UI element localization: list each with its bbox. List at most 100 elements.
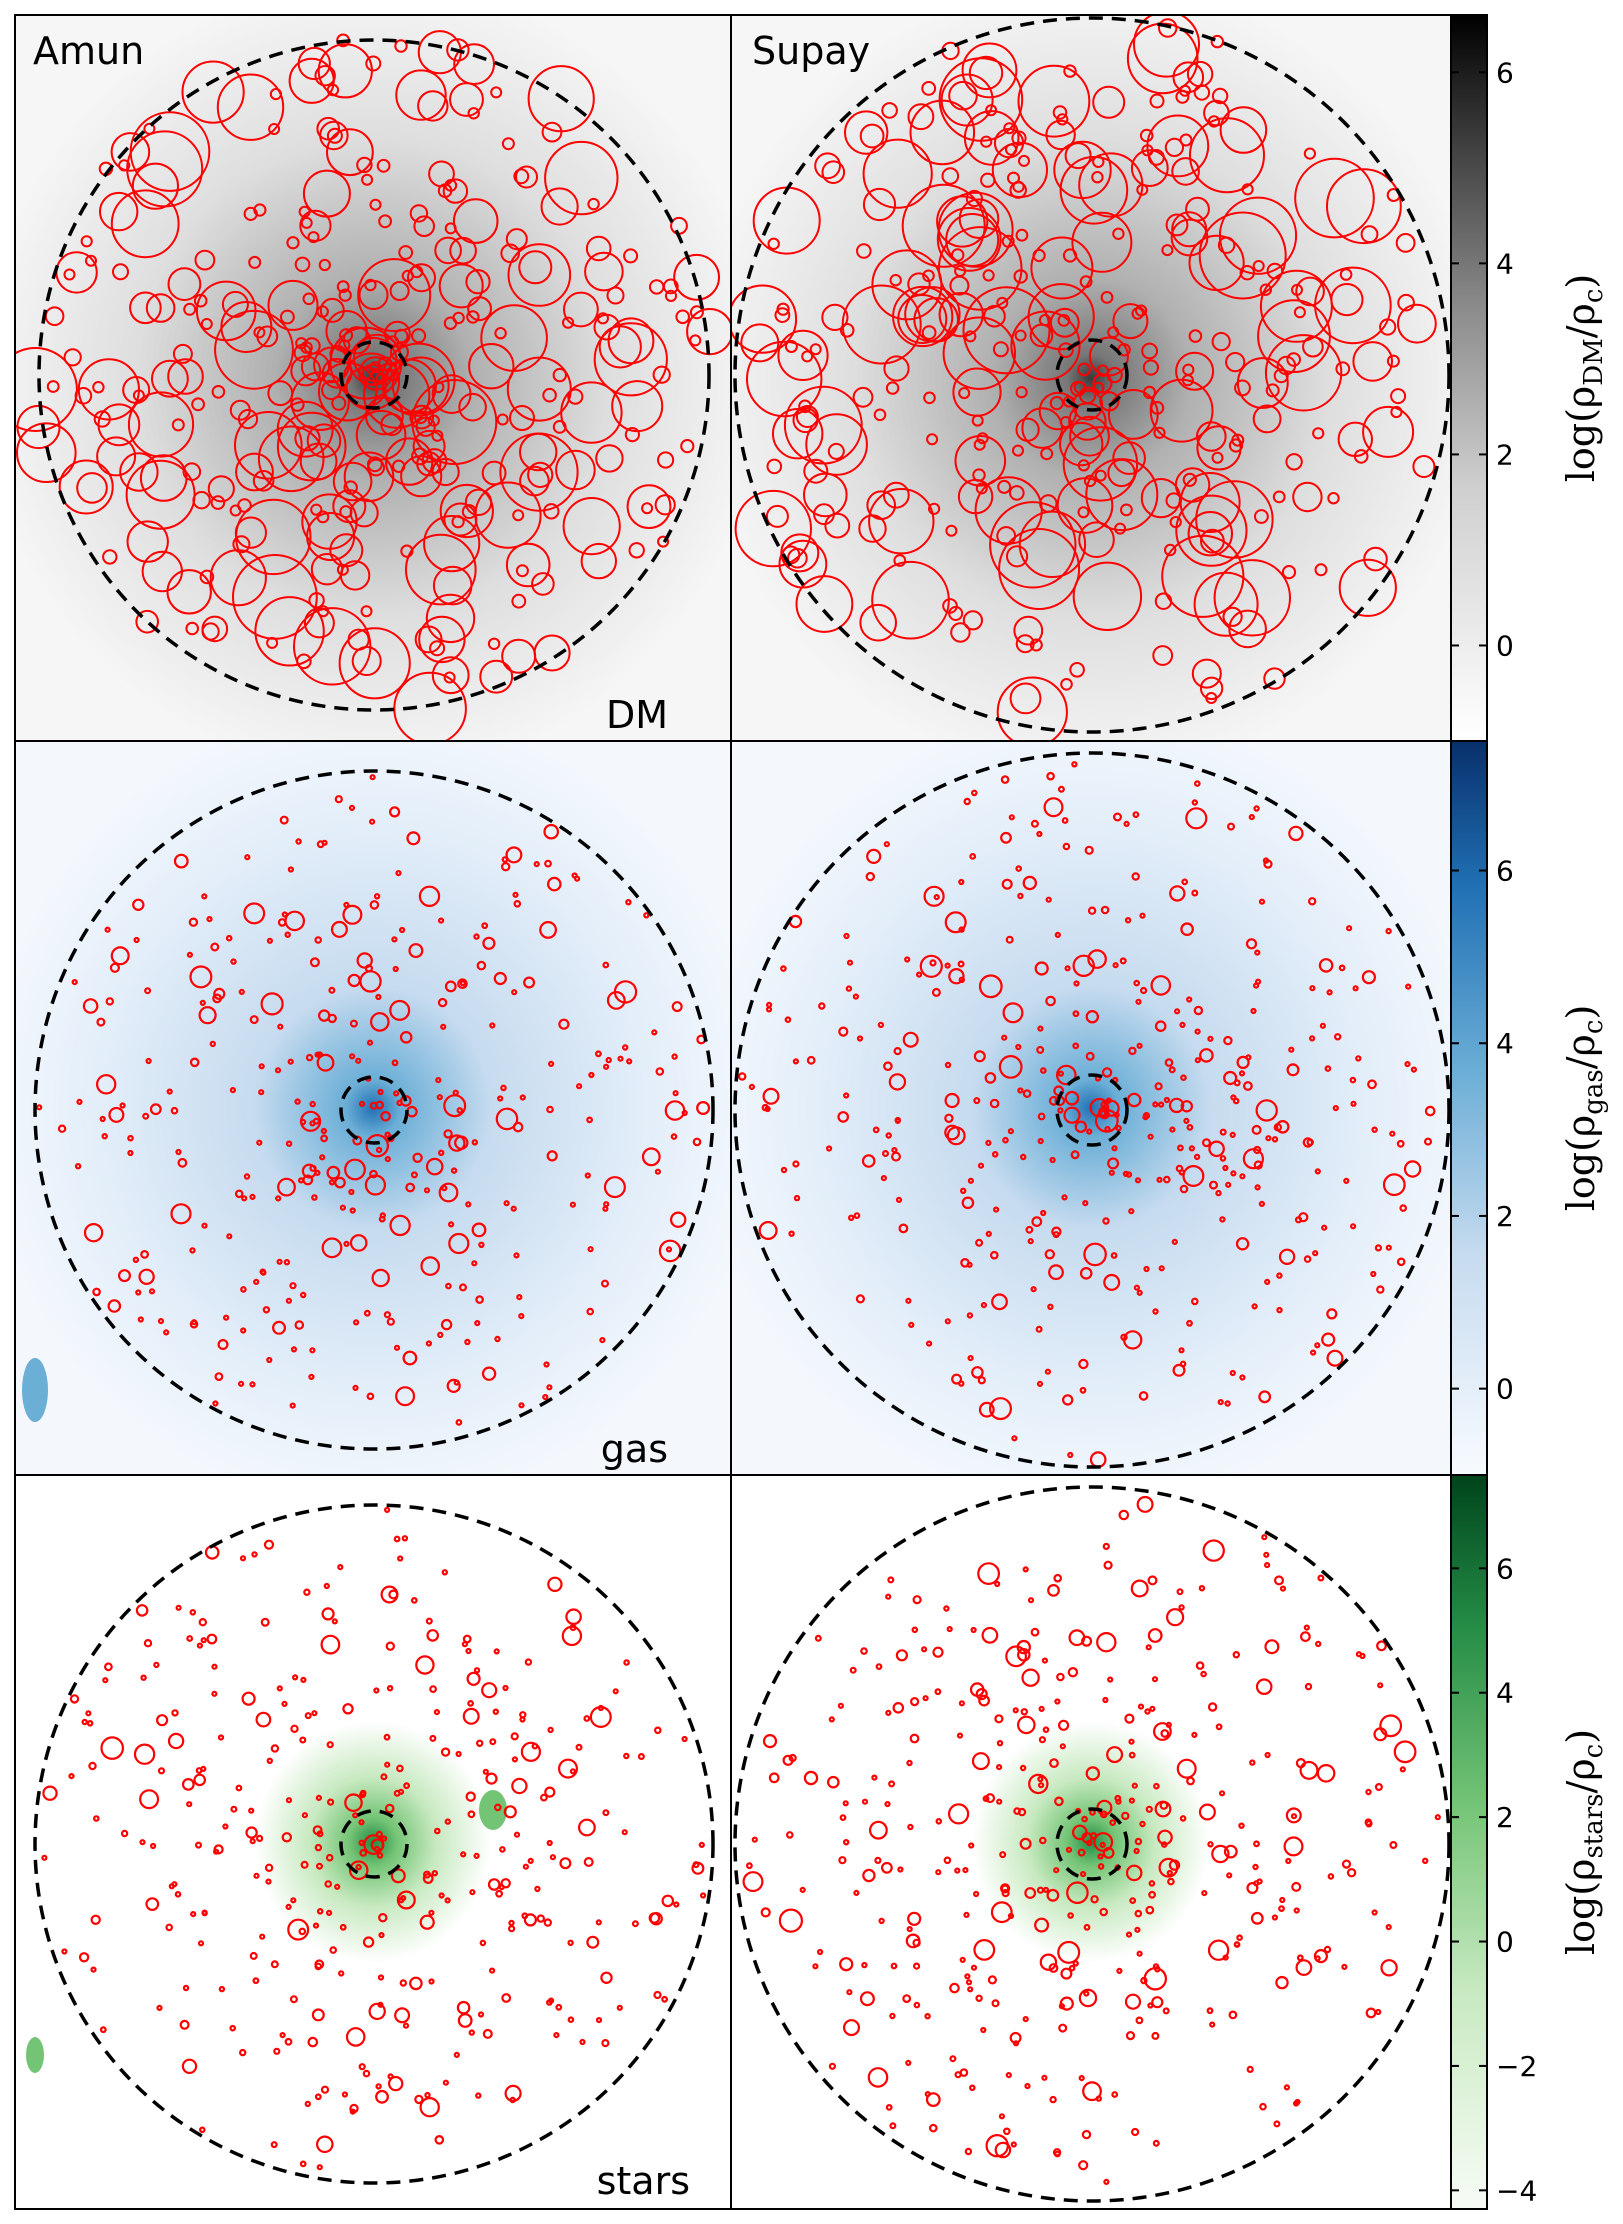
subhalo-marker bbox=[1016, 1648, 1031, 1662]
subhalo-marker bbox=[198, 1006, 217, 1025]
subhalo-marker bbox=[510, 1732, 519, 1741]
subhalo-marker bbox=[423, 515, 481, 573]
subhalo-marker bbox=[489, 1967, 496, 1974]
subhalo-marker bbox=[68, 1772, 75, 1780]
subhalo-marker bbox=[1079, 1386, 1087, 1394]
subhalo-marker bbox=[299, 2160, 307, 2168]
subhalo-marker bbox=[226, 1233, 233, 1240]
subhalo-marker bbox=[230, 958, 237, 965]
subhalo-marker bbox=[1186, 1123, 1194, 1131]
subhalo-marker bbox=[902, 1031, 919, 1048]
subhalo-marker bbox=[1229, 1369, 1236, 1377]
subhalo-marker bbox=[1272, 490, 1286, 504]
subhalo-marker bbox=[171, 418, 185, 432]
subhalo-marker bbox=[996, 526, 1017, 546]
subhalo-marker bbox=[977, 1376, 986, 1385]
subhalo-marker bbox=[294, 256, 311, 273]
subhalo-marker bbox=[425, 1340, 432, 1347]
subhalo-marker bbox=[501, 638, 537, 674]
subhalo-marker bbox=[211, 385, 226, 399]
subhalo-marker bbox=[692, 1861, 700, 1869]
subhalo-marker bbox=[1242, 1081, 1253, 1091]
subhalo-marker bbox=[1068, 1629, 1086, 1647]
subhalo-marker bbox=[1182, 472, 1197, 487]
subhalo-marker bbox=[571, 872, 578, 879]
subhalo-marker bbox=[968, 55, 1004, 91]
subhalo-marker bbox=[63, 268, 76, 281]
subhalo-marker bbox=[1145, 1644, 1152, 1651]
subhalo-marker bbox=[1085, 1010, 1100, 1024]
subhalo-marker bbox=[1066, 1881, 1089, 1904]
subhalo-marker bbox=[957, 960, 965, 968]
subhalo-marker bbox=[318, 258, 331, 272]
subhalo-marker bbox=[1005, 935, 1014, 944]
subhalo-marker bbox=[980, 2026, 987, 2034]
subhalo-marker bbox=[437, 1331, 444, 1339]
subhalo-marker bbox=[259, 1933, 266, 1940]
subhalo-marker bbox=[1154, 1800, 1172, 1818]
subhalo-marker bbox=[1063, 64, 1077, 78]
subhalo-marker bbox=[814, 152, 841, 180]
subhalo-marker bbox=[1211, 87, 1229, 105]
subhalo-marker bbox=[512, 891, 519, 898]
subhalo-marker bbox=[583, 1856, 594, 1867]
subhalo-marker bbox=[871, 560, 950, 640]
subhalo-marker bbox=[1338, 558, 1397, 617]
subhalo-marker bbox=[893, 1046, 902, 1056]
subhalo-marker bbox=[120, 1829, 129, 1838]
subhalo-marker bbox=[1125, 1171, 1133, 1178]
subhalo-marker bbox=[331, 1618, 338, 1625]
subhalo-marker bbox=[101, 1132, 108, 1140]
subhalo-marker bbox=[356, 952, 373, 969]
subhalo-marker bbox=[1043, 797, 1064, 818]
subhalo-marker bbox=[1166, 1869, 1173, 1877]
subhalo-marker bbox=[1087, 906, 1097, 915]
subhalo-marker bbox=[377, 1088, 384, 1096]
subhalo-marker bbox=[42, 1785, 58, 1801]
virial-radius-circle bbox=[733, 16, 1451, 734]
subhalo-marker bbox=[1015, 865, 1023, 872]
subhalo-marker bbox=[1405, 983, 1412, 990]
subhalo-marker bbox=[511, 1756, 519, 1763]
subhalo-marker bbox=[1349, 1076, 1357, 1084]
subhalo-marker bbox=[1143, 1265, 1150, 1273]
subhalo-marker bbox=[975, 1687, 988, 1701]
colorbar-gradient bbox=[1450, 740, 1488, 1476]
subhalo-marker bbox=[612, 1688, 619, 1695]
subhalo-marker bbox=[240, 1327, 247, 1334]
subhalo-marker bbox=[1130, 2127, 1140, 2137]
subhalo-marker bbox=[368, 2002, 386, 2021]
subhalo-marker bbox=[481, 1366, 497, 1381]
subhalo-marker bbox=[1156, 1176, 1163, 1183]
subhalo-marker bbox=[698, 1841, 705, 1849]
subhalo-marker bbox=[80, 235, 93, 248]
subhalo-marker bbox=[1258, 1390, 1272, 1404]
subhalo-marker bbox=[531, 572, 555, 596]
subhalo-marker bbox=[1176, 1588, 1184, 1596]
subhalo-marker bbox=[314, 1843, 323, 1852]
subhalo-marker bbox=[1149, 1705, 1156, 1712]
subhalo-marker bbox=[546, 1150, 558, 1162]
subhalo-marker bbox=[1341, 1859, 1352, 1869]
subhalo-marker bbox=[1079, 1267, 1093, 1280]
subhalo-marker bbox=[476, 1739, 484, 1748]
subhalo-marker bbox=[71, 978, 78, 986]
subhalo-marker bbox=[923, 391, 936, 405]
subhalo-marker bbox=[360, 605, 373, 618]
subhalo-marker bbox=[260, 1269, 267, 1276]
subhalo-marker bbox=[1434, 1814, 1441, 1821]
subhalo-marker bbox=[1061, 817, 1069, 824]
subhalo-marker bbox=[487, 637, 501, 650]
subhalo-marker bbox=[963, 797, 971, 806]
subhalo-marker bbox=[856, 1035, 864, 1042]
subhalo-marker bbox=[189, 1057, 200, 1068]
subhalo-marker bbox=[839, 1957, 854, 1972]
subhalo-marker bbox=[838, 1856, 847, 1865]
subhalo-marker bbox=[1057, 1107, 1064, 1114]
subhalo-marker bbox=[1324, 1065, 1332, 1072]
subhalo-marker bbox=[499, 1846, 506, 1853]
subhalo-marker bbox=[1209, 2021, 1216, 2028]
subhalo-marker bbox=[1136, 1495, 1154, 1513]
subhalo-marker bbox=[461, 1641, 468, 1648]
